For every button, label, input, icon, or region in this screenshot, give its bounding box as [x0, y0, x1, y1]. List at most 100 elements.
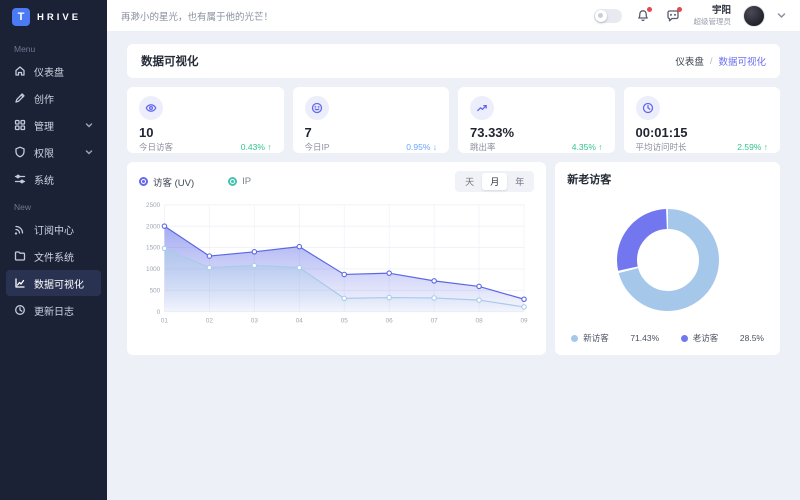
period-selector: 天 月 年 — [455, 171, 535, 192]
sidebar: T HRIVE Menu 仪表盘 创作 管理 权限 系统 New 订阅中心 文件… — [0, 0, 107, 500]
trend-icon — [470, 96, 494, 120]
notifications-button[interactable] — [634, 6, 652, 25]
sidebar-item-label: 更新日志 — [34, 306, 74, 318]
chevron-down-icon — [85, 116, 93, 134]
sidebar-item-label: 系统 — [34, 175, 54, 187]
brand-logo-icon: T — [12, 8, 30, 26]
stat-value: 73.33% — [470, 125, 515, 140]
chevron-down-icon — [85, 143, 93, 161]
svg-text:03: 03 — [251, 318, 259, 325]
topbar: 再渺小的星光，也有属于他的光芒！ 宇阳 超级管理员 — [107, 0, 800, 32]
traffic-chart-card: 访客 (UV) IP 天 月 年 0 500 1000 1500 2000 2500 01 0… — [127, 162, 547, 355]
svg-text:2000: 2000 — [146, 223, 161, 230]
svg-text:09: 09 — [520, 318, 528, 325]
sidebar-item-changelog[interactable]: 更新日志 — [6, 297, 101, 323]
donut-legend: 新访客 71.43% 老访客 28.5% — [567, 332, 768, 346]
sidebar-item-files[interactable]: 文件系统 — [6, 243, 101, 269]
legend-label: 新访客 — [583, 333, 609, 343]
sidebar-item-permissions[interactable]: 权限 — [6, 139, 101, 165]
messages-button[interactable] — [664, 6, 682, 25]
history-icon — [14, 304, 26, 316]
stats-row: 10 今日访客 0.43% ↑ 7 今日IP 0.95% ↓ 73.33% 跳出… — [127, 87, 780, 153]
svg-text:1500: 1500 — [146, 245, 161, 252]
nav-section-new: New — [14, 202, 32, 212]
legend-label: 老访客 — [692, 333, 719, 343]
breadcrumb-current[interactable]: 数据可视化 — [718, 57, 766, 68]
uv-radio-label: 访客 (UV) — [153, 177, 195, 189]
rss-icon — [14, 223, 26, 235]
page-header: 数据可视化 仪表盘 / 数据可视化 — [127, 44, 780, 78]
sidebar-item-label: 管理 — [34, 121, 54, 133]
period-day-button[interactable]: 天 — [457, 173, 482, 190]
eye-icon — [139, 96, 163, 120]
stat-delta: 4.35% ↑ — [571, 142, 603, 152]
ip-radio[interactable]: IP — [228, 176, 251, 187]
legend-item-returning-visitors[interactable]: 老访客 — [680, 332, 719, 344]
sidebar-item-create[interactable]: 创作 — [6, 85, 101, 111]
sidebar-item-dashboard[interactable]: 仪表盘 — [6, 58, 101, 84]
smile-icon — [304, 96, 329, 120]
stat-delta: 2.59% ↑ — [737, 142, 768, 152]
period-month-button[interactable]: 月 — [482, 173, 508, 190]
edit-icon — [14, 92, 26, 104]
clock-icon — [635, 96, 660, 120]
svg-text:1000: 1000 — [146, 266, 161, 273]
visitor-donut-chart — [567, 187, 768, 332]
main-content: 数据可视化 仪表盘 / 数据可视化 10 今日访客 0.43% ↑ 7 今日IP… — [107, 32, 800, 500]
stat-value: 00:01:15 — [635, 125, 688, 140]
svg-text:07: 07 — [431, 318, 439, 325]
legend-value-returning: 28.5% — [739, 333, 764, 343]
page-title: 数据可视化 — [141, 56, 199, 68]
legend-dot — [680, 334, 688, 342]
sidebar-item-data-visualization[interactable]: 数据可视化 — [6, 270, 101, 296]
sidebar-item-label: 权限 — [34, 148, 54, 160]
svg-text:01: 01 — [161, 318, 169, 325]
stat-label: 今日访客 — [139, 142, 174, 152]
sidebar-item-label: 文件系统 — [34, 252, 74, 264]
chat-icon — [666, 9, 679, 21]
period-year-button[interactable]: 年 — [507, 173, 532, 190]
traffic-area-chart: 0 500 1000 1500 2000 2500 01 02 03 04 05 06 07 08 09 — [139, 198, 534, 327]
legend-value-new: 71.43% — [630, 333, 660, 343]
svg-text:02: 02 — [206, 318, 214, 325]
stat-label: 平均访问时长 — [635, 142, 687, 152]
ip-radio-dot — [228, 177, 238, 186]
stat-card-bounce-rate: 73.33% 跳出率 4.35% ↑ — [458, 87, 615, 153]
sidebar-item-label: 仪表盘 — [34, 67, 64, 79]
sidebar-item-label: 订阅中心 — [34, 225, 74, 237]
grid-icon — [14, 119, 26, 131]
svg-text:06: 06 — [386, 318, 394, 325]
uv-radio[interactable]: 访客 (UV) — [139, 175, 194, 189]
chevron-down-icon[interactable] — [777, 7, 786, 25]
sidebar-item-manage[interactable]: 管理 — [6, 112, 101, 138]
sidebar-item-label: 创作 — [34, 94, 54, 106]
svg-text:500: 500 — [150, 287, 161, 294]
shield-icon — [14, 146, 26, 158]
chart-icon — [14, 277, 26, 289]
home-icon — [14, 65, 26, 77]
theme-toggle[interactable] — [593, 8, 622, 23]
legend-dot — [571, 334, 579, 342]
stat-value: 7 — [304, 125, 312, 140]
theme-toggle-knob — [594, 9, 607, 22]
avatar[interactable] — [743, 4, 765, 27]
sidebar-item-system[interactable]: 系统 — [6, 166, 101, 192]
stat-label: 今日IP — [304, 142, 330, 152]
donut-title: 新老访客 — [567, 174, 612, 186]
brand-logo[interactable]: T HRIVE — [0, 0, 107, 34]
stat-delta: 0.95% ↓ — [406, 142, 437, 152]
user-name: 宇阳 — [711, 4, 731, 16]
breadcrumb: 仪表盘 / 数据可视化 — [675, 54, 766, 69]
user-role: 超级管理员 — [693, 16, 732, 26]
nav-section-menu: Menu — [14, 44, 36, 54]
folder-icon — [14, 250, 26, 262]
bell-icon — [637, 9, 648, 21]
legend-item-new-visitors[interactable]: 新访客 — [571, 332, 609, 344]
svg-text:05: 05 — [341, 318, 349, 325]
svg-text:2500: 2500 — [146, 202, 161, 209]
svg-text:0: 0 — [157, 309, 161, 316]
sidebar-item-subscriptions[interactable]: 订阅中心 — [6, 216, 101, 242]
breadcrumb-root[interactable]: 仪表盘 — [675, 57, 704, 68]
notification-badge — [646, 6, 652, 12]
svg-text:08: 08 — [476, 318, 484, 325]
